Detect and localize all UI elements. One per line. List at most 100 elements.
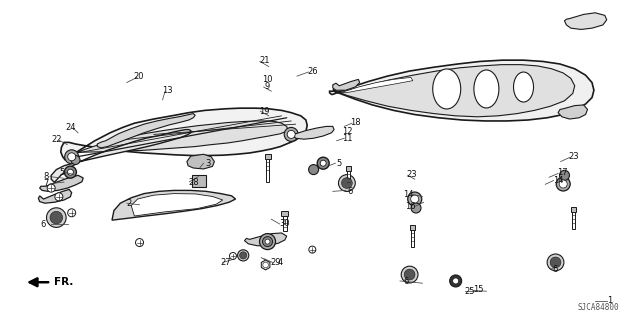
Polygon shape: [187, 154, 214, 169]
Bar: [282, 211, 288, 216]
Bar: [283, 216, 287, 230]
Text: 4: 4: [278, 258, 283, 267]
Circle shape: [342, 178, 352, 188]
Bar: [348, 172, 350, 182]
Text: 27: 27: [220, 258, 230, 267]
Text: 6: 6: [41, 220, 46, 229]
Polygon shape: [38, 189, 72, 203]
Circle shape: [452, 278, 459, 284]
Circle shape: [65, 166, 76, 178]
Text: 1: 1: [607, 296, 612, 305]
Circle shape: [556, 177, 570, 191]
Text: 16: 16: [406, 202, 416, 211]
Circle shape: [71, 156, 80, 164]
Text: 10: 10: [262, 75, 273, 84]
Ellipse shape: [513, 72, 534, 102]
Circle shape: [136, 239, 143, 246]
Circle shape: [284, 127, 298, 141]
Text: 9: 9: [265, 82, 270, 91]
Circle shape: [408, 192, 422, 206]
Text: 11: 11: [342, 134, 353, 143]
Text: 5: 5: [60, 168, 65, 177]
Circle shape: [401, 266, 418, 283]
Text: 25: 25: [465, 287, 475, 296]
Circle shape: [309, 246, 316, 253]
Bar: [266, 159, 269, 181]
Text: 7: 7: [44, 179, 49, 188]
Text: 17: 17: [557, 168, 567, 177]
Polygon shape: [61, 108, 307, 160]
Circle shape: [262, 236, 273, 247]
Text: SJCA84800: SJCA84800: [578, 303, 620, 312]
Polygon shape: [293, 126, 334, 139]
Circle shape: [411, 195, 419, 203]
Text: 14: 14: [553, 176, 563, 185]
Polygon shape: [261, 260, 270, 270]
Polygon shape: [40, 175, 83, 191]
Text: 18: 18: [351, 118, 361, 127]
Bar: [571, 207, 576, 212]
Text: 12: 12: [342, 127, 353, 136]
Circle shape: [265, 239, 270, 244]
Polygon shape: [244, 233, 287, 246]
Ellipse shape: [474, 70, 499, 108]
Circle shape: [67, 169, 74, 175]
Bar: [412, 230, 414, 247]
Circle shape: [47, 184, 55, 192]
Bar: [346, 166, 351, 172]
Circle shape: [55, 193, 63, 201]
Circle shape: [547, 254, 564, 271]
Text: 2: 2: [127, 199, 132, 208]
Polygon shape: [65, 121, 288, 157]
Circle shape: [68, 209, 76, 217]
Text: 6: 6: [404, 277, 409, 286]
Circle shape: [263, 262, 268, 268]
Text: 5: 5: [337, 159, 342, 168]
Text: 28: 28: [188, 178, 198, 187]
Text: 13: 13: [163, 86, 173, 95]
Bar: [410, 225, 415, 230]
Text: 3: 3: [205, 159, 211, 168]
Polygon shape: [97, 114, 195, 148]
Text: 21: 21: [259, 56, 269, 65]
Polygon shape: [131, 194, 223, 216]
Text: 30: 30: [280, 219, 290, 228]
Text: 23: 23: [406, 170, 417, 179]
Text: 8: 8: [44, 172, 49, 181]
Text: 15: 15: [474, 285, 484, 294]
Circle shape: [50, 211, 63, 224]
Circle shape: [404, 269, 415, 280]
Polygon shape: [333, 65, 575, 117]
Text: 6: 6: [553, 265, 558, 274]
Circle shape: [308, 164, 319, 175]
Circle shape: [230, 252, 236, 260]
Circle shape: [260, 234, 275, 250]
Circle shape: [559, 180, 567, 188]
Text: 24: 24: [65, 123, 76, 132]
Circle shape: [239, 252, 247, 259]
Text: 14: 14: [403, 190, 413, 199]
Polygon shape: [342, 77, 413, 93]
Circle shape: [65, 150, 79, 164]
Circle shape: [317, 157, 329, 169]
Polygon shape: [558, 105, 588, 119]
Circle shape: [47, 208, 66, 228]
Bar: [264, 154, 271, 159]
Text: 20: 20: [133, 72, 143, 81]
Polygon shape: [333, 79, 360, 90]
Circle shape: [559, 170, 570, 180]
Text: 22: 22: [51, 135, 61, 144]
Text: 26: 26: [307, 67, 317, 76]
Bar: [572, 212, 575, 229]
Text: 29: 29: [270, 258, 280, 267]
Circle shape: [68, 153, 76, 161]
Circle shape: [450, 275, 461, 287]
Circle shape: [550, 257, 561, 268]
Polygon shape: [51, 130, 191, 182]
Circle shape: [411, 203, 421, 213]
Text: 19: 19: [259, 107, 269, 116]
Text: 23: 23: [568, 152, 579, 161]
Circle shape: [237, 250, 249, 261]
Text: FR.: FR.: [54, 277, 74, 287]
Bar: [192, 175, 206, 188]
